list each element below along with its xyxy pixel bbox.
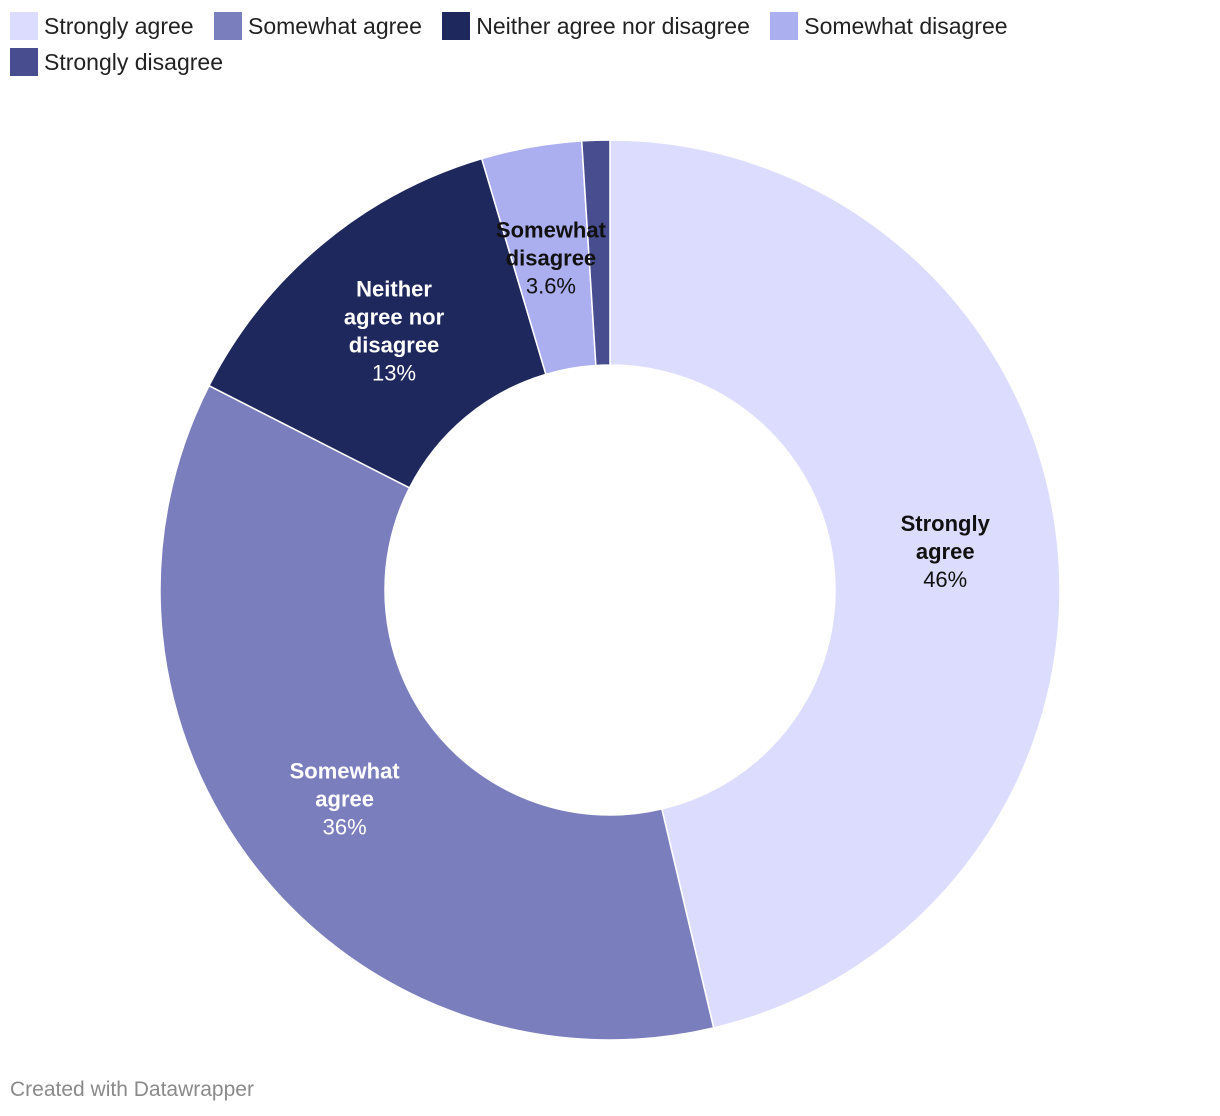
- slice-label-name: Somewhat: [290, 759, 401, 784]
- legend-item-somewhat-agree[interactable]: Somewhat agree: [213, 8, 422, 44]
- donut-slices: [159, 139, 1061, 1041]
- legend-label: Somewhat agree: [247, 13, 422, 39]
- legend-swatch: [10, 48, 38, 76]
- slice-label: Somewhat disagree 3.6%: [496, 218, 607, 299]
- legend-item-strongly-agree[interactable]: Strongly agree: [10, 8, 194, 44]
- donut-slice-strongly-disagree[interactable]: [580, 139, 611, 367]
- legend-label: Somewhat disagree: [804, 13, 1008, 39]
- donut-chart: Strongly agree 46% Somewhat agree 36% Neither a…: [159, 139, 1061, 1041]
- legend-label: Neither agree nor disagree: [476, 13, 750, 39]
- slice-label-name: Somewhat: [496, 218, 607, 243]
- slice-label-value: 46%: [923, 567, 967, 592]
- donut-slice-neither-agree-nor-disagree[interactable]: [208, 157, 547, 489]
- legend-swatch: [770, 12, 799, 40]
- slice-label-value: 36%: [323, 815, 367, 840]
- slice-label-name: agree: [315, 787, 374, 812]
- legend-swatch: [213, 12, 242, 40]
- legend-label: Strongly disagree: [44, 49, 223, 75]
- donut-slice-somewhat-agree[interactable]: [159, 384, 715, 1041]
- legend-swatch: [442, 12, 471, 40]
- donut-slice-strongly-agree[interactable]: [609, 139, 1061, 1029]
- slice-label-value: 13%: [372, 361, 416, 386]
- slice-label-name: agree: [916, 539, 975, 564]
- slice-label: Neither agree nor disagree 13%: [344, 277, 445, 386]
- slice-label-name: disagree: [506, 246, 597, 271]
- slice-label: Strongly agree 46%: [901, 511, 991, 592]
- slice-label-name: Strongly: [901, 511, 991, 536]
- legend-label: Strongly agree: [44, 13, 194, 39]
- slice-label-name: Neither: [356, 277, 432, 302]
- slice-label: Somewhat agree 36%: [290, 759, 401, 840]
- slice-label-name: agree nor: [344, 305, 445, 330]
- slice-label-value: 3.6%: [526, 274, 576, 299]
- slice-label-name: disagree: [349, 333, 440, 358]
- legend-item-strongly-disagree[interactable]: Strongly disagree: [10, 44, 223, 80]
- legend-item-somewhat-disagree[interactable]: Somewhat disagree: [770, 8, 1008, 44]
- donut-labels: Strongly agree 46% Somewhat agree 36% Neither a…: [290, 218, 991, 840]
- footer-credit: Created with Datawrapper: [10, 1078, 254, 1101]
- chart-legend: Strongly agree Somewhat agree Neither ag…: [10, 8, 1200, 80]
- legend-swatch: [10, 12, 38, 40]
- legend-item-neither[interactable]: Neither agree nor disagree: [442, 8, 750, 44]
